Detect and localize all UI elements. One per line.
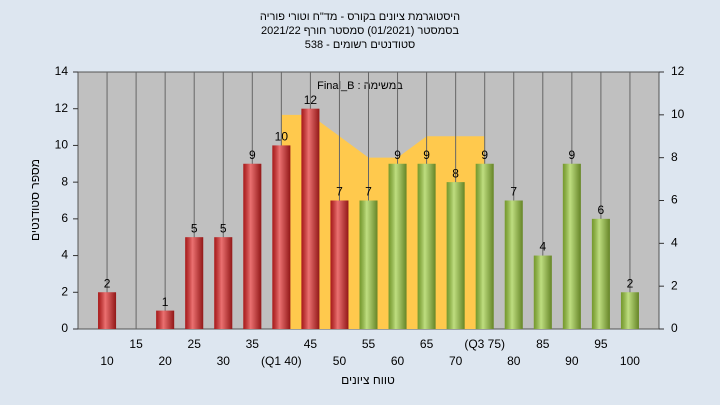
data-label: 2	[627, 276, 634, 290]
bar-shade	[475, 163, 494, 329]
x-tick-label: 50	[333, 354, 347, 368]
y-tick-label: 8	[61, 174, 68, 188]
x-tick-label: 100	[620, 354, 640, 368]
data-label: 8	[452, 166, 459, 180]
y-tick-label: 14	[55, 64, 69, 78]
bar-shade	[388, 163, 407, 329]
bar-shade	[620, 292, 639, 329]
bar-shade	[156, 310, 175, 329]
x-tick-label: 35	[246, 337, 260, 351]
data-label: 7	[510, 185, 517, 199]
x-tick-label: 30	[217, 354, 231, 368]
x-tick-label: 55	[362, 337, 376, 351]
y-tick-label: 12	[55, 101, 69, 115]
chart-subtitle: סטודנטים רשומים - 538	[305, 39, 416, 51]
x-tick-label: 10	[100, 354, 114, 368]
x-tick-label: (Q1 40)	[261, 354, 302, 368]
data-label: 2	[104, 276, 111, 290]
data-label: 9	[394, 148, 401, 162]
x-tick-label: 20	[158, 354, 172, 368]
x-tick-label: 90	[565, 354, 579, 368]
x-tick-label: 85	[536, 337, 550, 351]
x-tick-label: 95	[594, 337, 608, 351]
x-tick-label: 65	[420, 337, 434, 351]
data-label: 9	[569, 148, 576, 162]
data-label: 12	[304, 93, 318, 107]
y-tick-label: 10	[55, 138, 69, 152]
bar-shade	[417, 163, 436, 329]
bar-shade	[591, 218, 610, 329]
x-tick-label: 80	[507, 354, 521, 368]
data-label: 7	[336, 185, 343, 199]
bar-shade	[562, 163, 581, 329]
annotation: במשימה : Final_B	[317, 80, 403, 92]
y-tick-label: 4	[61, 248, 68, 262]
data-label: 6	[598, 203, 605, 217]
y-tick-label: 0	[61, 321, 68, 335]
y2-tick-label: 12	[671, 64, 685, 78]
bar-shade	[214, 237, 233, 329]
data-label: 9	[423, 148, 430, 162]
x-tick-label: 15	[129, 337, 143, 351]
bar-shade	[504, 200, 523, 329]
data-label: 9	[249, 148, 256, 162]
y-tick-label: 6	[61, 211, 68, 225]
data-label: 7	[365, 185, 372, 199]
bar-shade	[243, 163, 262, 329]
data-label: 4	[539, 240, 546, 254]
bar-shade	[185, 237, 204, 329]
x-tick-label: 45	[304, 337, 318, 351]
chart-subtitle: בסמסטר (01/2021) סמסטר חורף 2021/22	[261, 25, 459, 37]
y2-tick-label: 0	[671, 321, 678, 335]
y2-tick-label: 10	[671, 107, 685, 121]
data-label: 5	[220, 221, 227, 235]
x-tick-label: 25	[188, 337, 202, 351]
y2-tick-label: 8	[671, 150, 678, 164]
data-label: 9	[481, 148, 488, 162]
chart-title: היסטוגרמת ציונים בקורס - מד"ח וטורי פורי…	[260, 11, 460, 23]
bar-shade	[446, 182, 465, 329]
x-tick-label: 70	[449, 354, 463, 368]
bar-shade	[359, 200, 378, 329]
data-label: 5	[191, 221, 198, 235]
y2-tick-label: 2	[671, 278, 678, 292]
y-tick-label: 2	[61, 284, 68, 298]
data-label: 1	[162, 295, 169, 309]
y-axis-label: מספר סטודנטים	[28, 159, 42, 241]
bar-shade	[301, 108, 320, 329]
bar-shade	[272, 145, 291, 329]
bar-shade	[330, 200, 349, 329]
y2-tick-label: 6	[671, 193, 678, 207]
bar-shade	[98, 292, 117, 329]
x-tick-label: 60	[391, 354, 405, 368]
x-axis-label: טווח ציונים	[341, 373, 395, 387]
y2-tick-label: 4	[671, 236, 678, 250]
data-label: 10	[275, 130, 289, 144]
bar-shade	[533, 255, 552, 329]
x-tick-label: (Q3 75)	[464, 337, 505, 351]
